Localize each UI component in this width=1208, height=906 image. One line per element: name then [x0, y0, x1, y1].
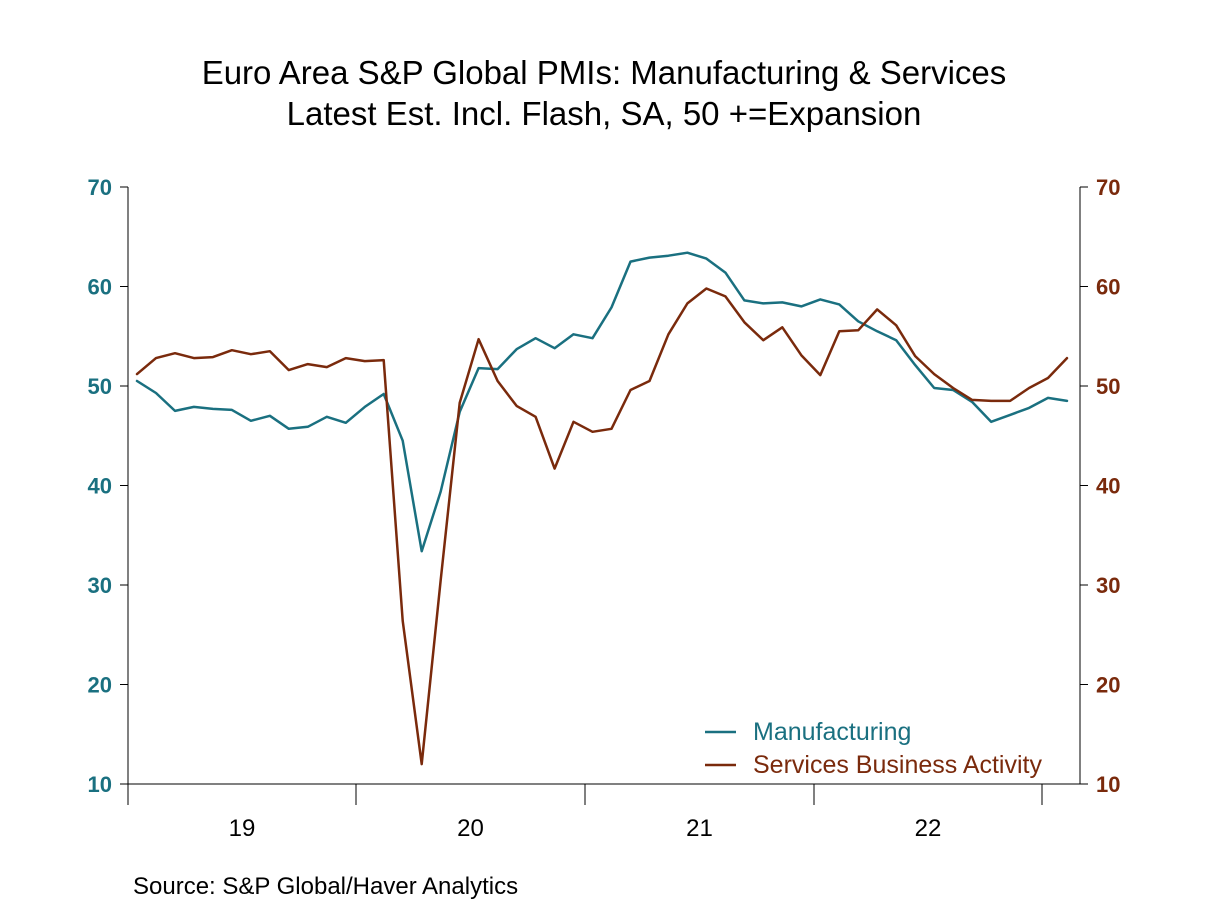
x-axis-ticks: 19 20 21 22	[127, 784, 1043, 842]
legend-label-services: Services Business Activity	[753, 751, 1042, 779]
left-y-tick-label: 60	[88, 275, 112, 300]
legend-label-manufacturing: Manufacturing	[753, 718, 911, 746]
x-tick-label: 20	[457, 815, 484, 842]
manufacturing-line	[135, 251, 1069, 553]
right-y-tick-label: 40	[1096, 474, 1120, 499]
series-lines	[135, 251, 1069, 766]
chart-legend: Manufacturing Services Business Activity	[705, 718, 1042, 779]
right-y-tick-label: 60	[1096, 275, 1120, 300]
right-y-tick-label: 10	[1096, 772, 1120, 797]
chart-title: Euro Area S&P Global PMIs: Manufacturing…	[202, 54, 1007, 91]
left-y-tick-label: 20	[88, 673, 112, 698]
right-y-axis-ticks: 10 20 30 40 50 60 70	[1080, 175, 1120, 797]
right-y-tick-label: 50	[1096, 374, 1120, 399]
source-note: Source: S&P Global/Haver Analytics	[133, 873, 518, 900]
x-tick-label: 21	[686, 815, 713, 842]
right-y-tick-label: 70	[1096, 175, 1120, 200]
left-y-tick-label: 10	[88, 772, 112, 797]
services-line	[135, 287, 1069, 766]
x-tick-label: 22	[915, 815, 942, 842]
chart-subtitle: Latest Est. Incl. Flash, SA, 50 +=Expans…	[287, 95, 922, 132]
right-y-tick-label: 30	[1096, 573, 1120, 598]
right-y-tick-label: 20	[1096, 673, 1120, 698]
left-y-tick-label: 40	[88, 474, 112, 499]
left-y-tick-label: 70	[88, 175, 112, 200]
left-y-tick-label: 30	[88, 573, 112, 598]
left-y-tick-label: 50	[88, 374, 112, 399]
x-tick-label: 19	[229, 815, 256, 842]
left-y-axis-ticks: 10 20 30 40 50 60 70	[88, 175, 128, 797]
